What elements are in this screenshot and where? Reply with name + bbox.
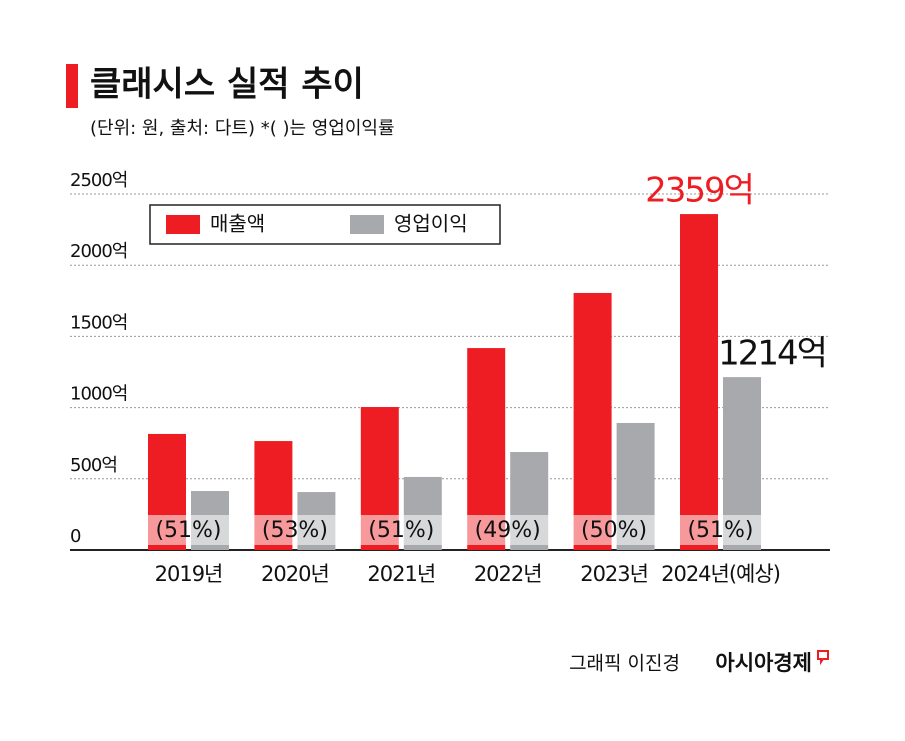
y-tick-label: 500억 <box>70 455 117 476</box>
credit: 그래픽 이진경 <box>569 653 680 675</box>
legend-swatch <box>350 215 384 234</box>
y-tick-label: 1000억 <box>70 384 127 405</box>
margin-label: (51%) <box>155 518 221 543</box>
margin-label-bg <box>466 515 549 545</box>
margin-label-bg <box>253 515 336 545</box>
margin-label-bg <box>360 515 443 545</box>
legend-label: 영업이익 <box>394 212 468 236</box>
legend-box <box>149 204 501 245</box>
margin-label: (51%) <box>368 518 434 543</box>
x-tick-label: 2019년 <box>155 562 223 586</box>
x-tick-label: 2024년(예상) <box>661 562 780 586</box>
y-tick-label: 2000억 <box>70 241 127 262</box>
margin-label: (51%) <box>687 518 753 543</box>
publisher: 아시아경제 <box>715 651 812 675</box>
bar <box>573 292 612 550</box>
legend-swatch <box>166 215 200 234</box>
value-label: 2359억 <box>645 171 753 211</box>
title-accent <box>66 64 78 108</box>
chart-subtitle: (단위: 원, 출처: 다트) *( )는 영업이익률 <box>90 118 395 139</box>
margin-label-bg <box>147 515 230 545</box>
chart-title: 클래시스 실적 추이 <box>90 65 364 105</box>
value-label: 1214억 <box>718 334 826 374</box>
y-tick-label: 2500억 <box>70 170 127 191</box>
x-tick-label: 2022년 <box>474 562 542 586</box>
margin-label: (49%) <box>475 518 541 543</box>
x-tick-label: 2021년 <box>367 562 435 586</box>
y-tick-label: 1500억 <box>70 312 127 333</box>
margin-label: (53%) <box>262 518 328 543</box>
margin-label-bg <box>679 515 762 545</box>
x-tick-label: 2023년 <box>580 562 648 586</box>
publisher-logo <box>817 650 829 666</box>
x-tick-label: 2020년 <box>261 562 329 586</box>
margin-label-bg <box>573 515 656 545</box>
legend-label: 매출액 <box>210 212 265 236</box>
bar <box>680 214 718 550</box>
y-tick-label: 0 <box>70 526 81 547</box>
margin-label: (50%) <box>581 518 647 543</box>
